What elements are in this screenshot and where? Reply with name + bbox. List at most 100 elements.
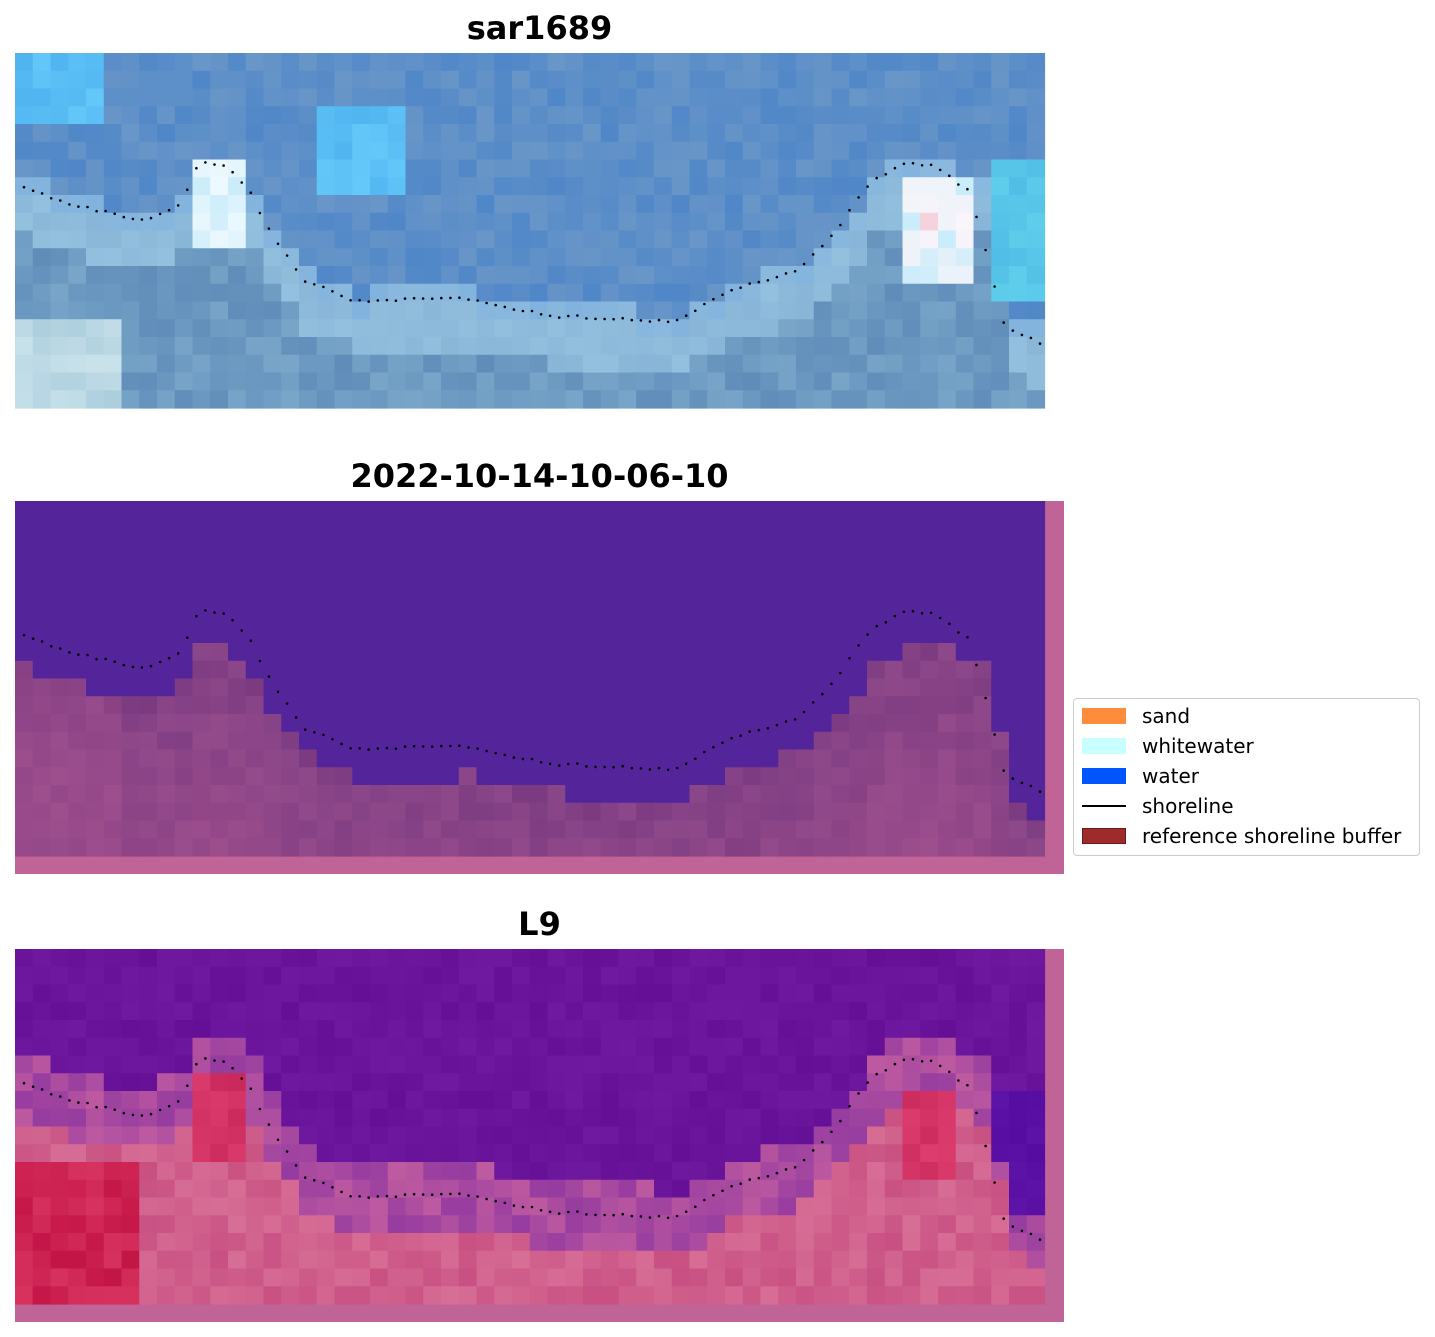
shoreline-point (875, 176, 878, 180)
class-pixels (15, 501, 1046, 857)
shoreline-point (576, 314, 579, 317)
shoreline-point (485, 1197, 488, 1201)
shoreline-point (31, 1085, 35, 1088)
legend-label-buffer: reference shoreline buffer (1142, 824, 1402, 848)
shoreline-point (920, 1060, 924, 1063)
panel-title-rgb: sar1689 (466, 9, 613, 47)
shoreline-point (258, 659, 262, 663)
shoreline-point (948, 174, 951, 178)
shoreline-point (975, 663, 978, 667)
shoreline-point (684, 314, 688, 318)
shoreline-point (1011, 1225, 1015, 1228)
shoreline-point (884, 173, 888, 176)
shoreline-point (86, 1101, 89, 1105)
shoreline-point (376, 299, 380, 302)
shoreline-point (1002, 769, 1005, 772)
shoreline-point (204, 609, 207, 612)
shoreline-point (585, 317, 588, 320)
shoreline-point (313, 1179, 316, 1182)
shoreline-point (303, 280, 307, 283)
shoreline-point (857, 196, 860, 199)
shoreline-point (467, 746, 470, 749)
shoreline-point (22, 185, 26, 189)
shoreline-point (775, 723, 779, 727)
shoreline-point (131, 217, 135, 221)
shoreline-point (948, 622, 951, 626)
shoreline-point (394, 1195, 398, 1198)
shoreline-point (222, 1060, 225, 1063)
shoreline-point (603, 317, 606, 321)
shoreline-point (385, 298, 389, 302)
shoreline-point (68, 651, 71, 654)
shoreline-point (594, 1213, 597, 1217)
shoreline-point (140, 1114, 144, 1117)
shoreline-point (512, 1204, 516, 1207)
shoreline-point (122, 663, 126, 667)
legend: sand whitewater water shoreline referenc… (1073, 698, 1420, 856)
shoreline-point (893, 1062, 897, 1066)
shoreline-point (394, 747, 398, 750)
shoreline-point (77, 205, 80, 208)
shoreline-point (503, 305, 507, 309)
shoreline-point (77, 653, 80, 656)
shoreline-point (739, 286, 742, 289)
shoreline-point (1029, 336, 1033, 340)
shoreline-point (494, 303, 498, 307)
shoreline-point (59, 647, 62, 650)
shoreline-point (503, 1201, 507, 1205)
shoreline-point (612, 317, 615, 321)
shoreline-point (158, 660, 162, 664)
shoreline-point (1038, 1238, 1042, 1241)
shoreline-point (1038, 790, 1042, 793)
shoreline-point (802, 710, 806, 714)
shoreline-point (322, 285, 325, 289)
shoreline-point (267, 1123, 271, 1126)
shoreline-point (694, 1205, 697, 1209)
shoreline-point (176, 204, 180, 207)
legend-item-whitewater: whitewater (1082, 734, 1254, 758)
shoreline-point (1020, 1229, 1024, 1233)
shoreline-point (104, 657, 107, 661)
shoreline-point (811, 701, 815, 704)
shoreline-point (775, 1171, 779, 1175)
shoreline-point (766, 279, 770, 282)
shoreline-point (285, 1150, 289, 1153)
shoreline-point (458, 296, 461, 299)
shoreline-point (40, 192, 44, 195)
shoreline-point (975, 1111, 978, 1115)
shoreline-point (966, 1083, 969, 1087)
shoreline-point (757, 728, 761, 732)
shoreline-point (494, 1199, 498, 1203)
shoreline-point (703, 302, 706, 306)
shoreline-point (430, 745, 434, 748)
shoreline-point (594, 765, 597, 769)
shoreline-point (639, 319, 643, 322)
shoreline-point (748, 282, 751, 285)
shoreline-point (893, 166, 897, 170)
classified-image (15, 501, 1064, 874)
shoreline-point (567, 762, 570, 766)
shoreline-point (657, 318, 661, 322)
shoreline-line-swatch (1082, 805, 1126, 807)
shoreline-point (938, 168, 942, 172)
shoreline-point (739, 734, 742, 737)
shoreline-point (848, 656, 851, 660)
shoreline-point (666, 320, 670, 324)
shoreline-point (331, 738, 334, 741)
index-pixels (15, 949, 1046, 1305)
shoreline-point (376, 1195, 380, 1198)
shoreline-point (104, 209, 107, 213)
shoreline-point (131, 665, 135, 669)
shoreline-point (322, 1181, 325, 1185)
shoreline-point (966, 187, 969, 191)
shoreline-point (195, 614, 198, 618)
shoreline-point (639, 1215, 643, 1218)
shoreline-point (149, 216, 153, 220)
shoreline-point (276, 242, 280, 246)
shoreline-point (911, 1057, 915, 1061)
shoreline-point (213, 611, 216, 614)
shoreline-point (240, 1077, 243, 1080)
shoreline-point (195, 166, 198, 170)
shoreline-point (839, 1119, 842, 1123)
shoreline-point (830, 234, 833, 238)
